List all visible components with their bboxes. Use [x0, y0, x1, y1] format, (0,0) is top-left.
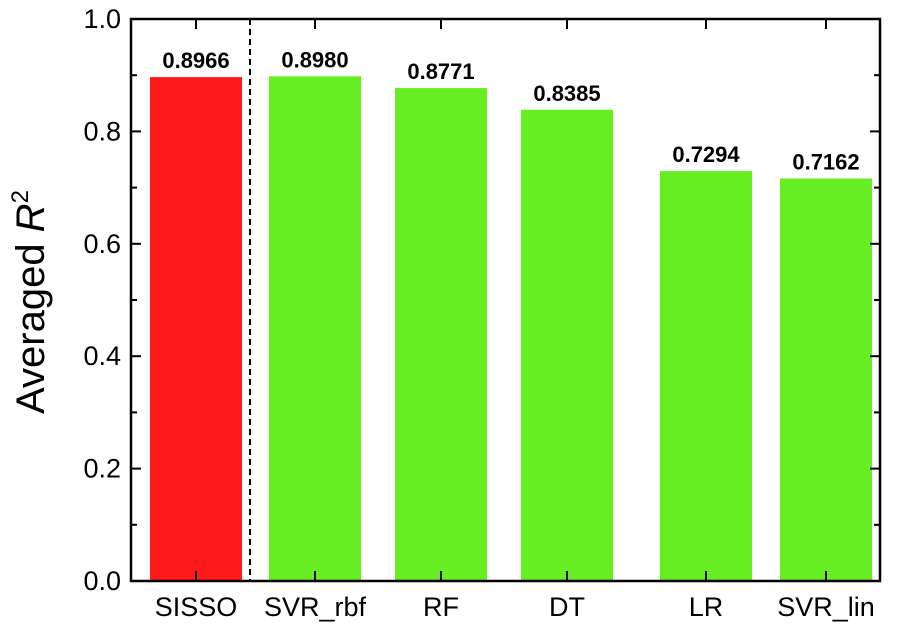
y-tick-label: 0.4 — [83, 341, 121, 371]
plot-area: 0.8966 SISSO 0.8980 SVR_rbf 0.8771 RF 0.8385 DT… — [83, 4, 882, 622]
plot-frame — [129, 17, 882, 583]
bar-svr-rbf — [269, 76, 361, 581]
bar-lr — [660, 171, 752, 581]
bar-sisso — [150, 77, 242, 581]
bar-svr-lin — [780, 178, 872, 581]
y-tick-label: 0.6 — [83, 229, 121, 259]
value-label-sisso: 0.8966 — [162, 48, 229, 73]
y-axis-title: Averaged R2 — [7, 190, 53, 414]
y-axis-title-main: Averaged — [9, 232, 53, 414]
y-axis-title-superscript: 2 — [7, 190, 34, 203]
value-label-svr-rbf: 0.8980 — [281, 47, 348, 72]
value-label-svr-lin: 0.7162 — [792, 149, 859, 174]
value-label-lr: 0.7294 — [672, 142, 740, 167]
value-label-dt: 0.8385 — [533, 81, 600, 106]
x-tick-label-sisso: SISSO — [155, 592, 238, 622]
value-label-rf: 0.8771 — [407, 59, 474, 84]
x-tick-label-rf: RF — [423, 592, 459, 622]
x-tick-label-lr: LR — [689, 592, 724, 622]
bar-rf — [395, 88, 487, 582]
y-tick-label: 0.0 — [83, 566, 121, 596]
y-tick-label: 0.8 — [83, 116, 121, 146]
y-axis-title-variable: R — [9, 203, 53, 232]
x-tick-label-dt: DT — [549, 592, 585, 622]
x-tick-label-svr-rbf: SVR_rbf — [264, 592, 367, 622]
y-tick-label: 0.2 — [83, 454, 121, 484]
bar-dt — [521, 109, 613, 581]
y-tick-label: 1.0 — [83, 4, 121, 34]
x-tick-label-svr-lin: SVR_lin — [777, 592, 875, 622]
